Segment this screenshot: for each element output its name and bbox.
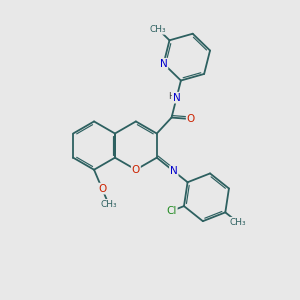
Text: N: N — [160, 59, 167, 69]
Text: CH₃: CH₃ — [229, 218, 246, 226]
Text: N: N — [173, 93, 180, 103]
Text: O: O — [132, 165, 140, 175]
Text: O: O — [187, 114, 195, 124]
Text: H: H — [168, 92, 175, 101]
Text: N: N — [170, 166, 178, 176]
Text: CH₃: CH₃ — [150, 25, 166, 34]
Text: Cl: Cl — [167, 206, 177, 216]
Text: CH₃: CH₃ — [100, 200, 117, 209]
Text: O: O — [98, 184, 106, 194]
